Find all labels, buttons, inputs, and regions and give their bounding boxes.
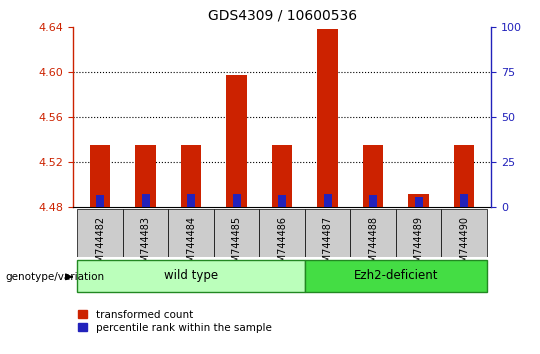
Bar (272, 145, 292, 207)
Bar (96, 195, 104, 207)
Bar (136, 145, 156, 207)
Bar (233, 194, 241, 207)
Bar (415, 197, 423, 207)
FancyBboxPatch shape (350, 209, 396, 257)
Text: GSM744490: GSM744490 (459, 216, 469, 275)
FancyBboxPatch shape (77, 260, 305, 292)
FancyBboxPatch shape (77, 209, 123, 257)
FancyBboxPatch shape (123, 209, 168, 257)
Text: GSM744483: GSM744483 (141, 216, 151, 275)
Text: GSM744488: GSM744488 (368, 216, 378, 275)
Bar (278, 195, 286, 207)
Bar (141, 194, 150, 207)
Bar (226, 75, 247, 207)
Bar (181, 145, 201, 207)
FancyBboxPatch shape (441, 209, 487, 257)
Bar (187, 194, 195, 207)
Text: GSM744489: GSM744489 (414, 216, 423, 275)
FancyBboxPatch shape (305, 209, 350, 257)
Bar (90, 145, 110, 207)
FancyBboxPatch shape (305, 260, 487, 292)
FancyBboxPatch shape (396, 209, 441, 257)
Text: GSM744484: GSM744484 (186, 216, 196, 275)
Text: GSM744485: GSM744485 (232, 216, 242, 275)
Legend: transformed count, percentile rank within the sample: transformed count, percentile rank withi… (78, 310, 272, 333)
Bar (408, 194, 429, 207)
Text: Ezh2-deficient: Ezh2-deficient (354, 269, 438, 282)
FancyBboxPatch shape (259, 209, 305, 257)
Text: GSM744486: GSM744486 (277, 216, 287, 275)
Bar (318, 29, 338, 207)
Bar (363, 145, 383, 207)
Text: wild type: wild type (164, 269, 218, 282)
FancyBboxPatch shape (168, 209, 214, 257)
Text: genotype/variation: genotype/variation (5, 272, 105, 282)
Text: GSM744482: GSM744482 (95, 216, 105, 275)
FancyBboxPatch shape (214, 209, 259, 257)
Bar (454, 145, 474, 207)
Bar (460, 194, 468, 207)
Bar (369, 195, 377, 207)
Title: GDS4309 / 10600536: GDS4309 / 10600536 (207, 8, 357, 23)
Text: GSM744487: GSM744487 (322, 216, 333, 275)
Bar (323, 194, 332, 207)
